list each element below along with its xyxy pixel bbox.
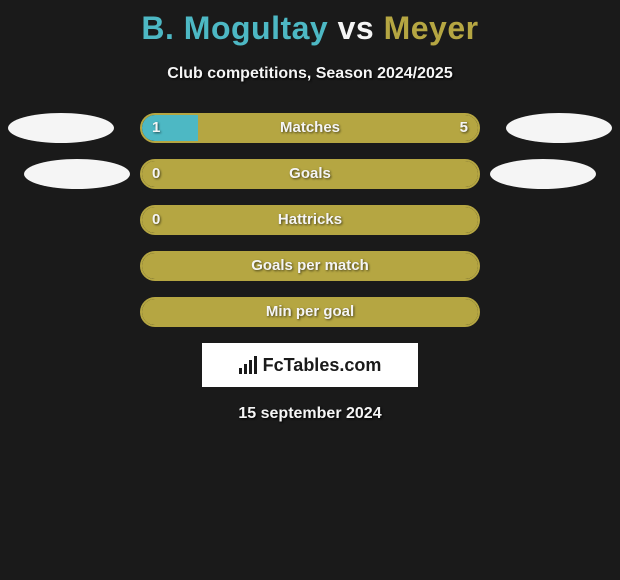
player1-marker <box>8 113 114 143</box>
stat-label: Min per goal <box>142 299 478 325</box>
stat-value-player1: 0 <box>152 161 160 187</box>
stat-label: Matches <box>142 115 478 141</box>
player2-name: Meyer <box>384 10 479 46</box>
comparison-row: Goals per match <box>10 251 610 281</box>
chart-icon <box>239 356 257 374</box>
stat-value-player2: 5 <box>460 115 468 141</box>
player2-marker <box>490 159 596 189</box>
player2-marker <box>506 113 612 143</box>
subtitle: Club competitions, Season 2024/2025 <box>0 65 620 83</box>
logo: FcTables.com <box>239 355 382 376</box>
page-title: B. Mogultay vs Meyer <box>0 0 620 47</box>
player1-marker <box>24 159 130 189</box>
stat-bar: Goals per match <box>140 251 480 281</box>
stat-value-player1: 1 <box>152 115 160 141</box>
comparison-row: Hattricks0 <box>10 205 610 235</box>
stat-bar: Matches1 5 <box>140 113 480 143</box>
stat-label: Goals per match <box>142 253 478 279</box>
stat-value-player1: 0 <box>152 207 160 233</box>
comparison-chart: Matches15Goals0Hattricks0Goals per match… <box>0 113 620 327</box>
stat-label: Goals <box>142 161 478 187</box>
stat-bar: Goals0 <box>140 159 480 189</box>
comparison-row: Min per goal <box>10 297 610 327</box>
logo-text: FcTables.com <box>263 355 382 376</box>
vs-text: vs <box>338 10 375 46</box>
comparison-row: Matches1 5 <box>10 113 610 143</box>
stat-bar: Hattricks0 <box>140 205 480 235</box>
player1-name: B. Mogultay <box>141 10 328 46</box>
date-line: 15 september 2024 <box>0 405 620 423</box>
comparison-row: Goals0 <box>10 159 610 189</box>
stat-label: Hattricks <box>142 207 478 233</box>
logo-box: FcTables.com <box>202 343 418 387</box>
stat-bar: Min per goal <box>140 297 480 327</box>
